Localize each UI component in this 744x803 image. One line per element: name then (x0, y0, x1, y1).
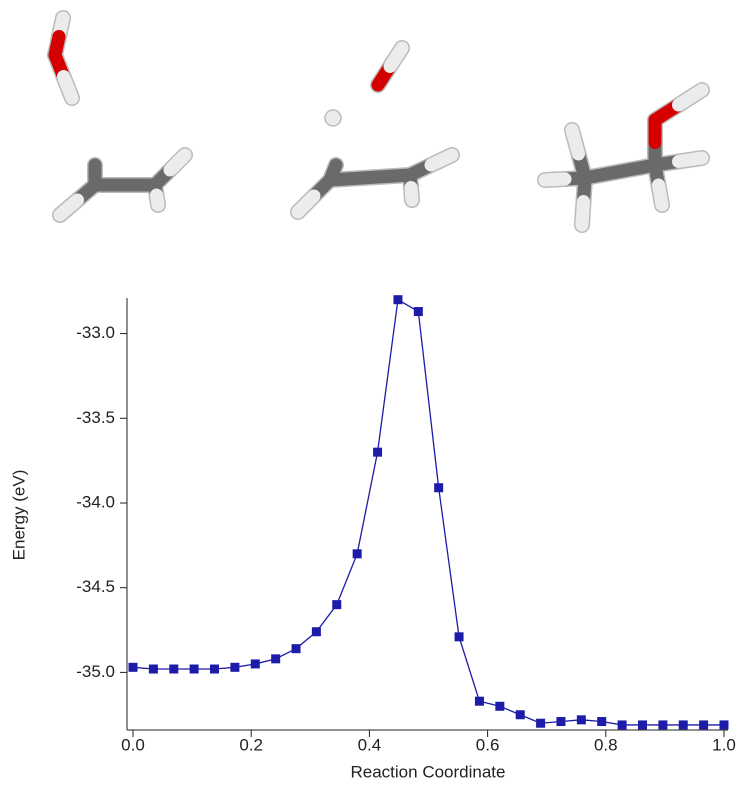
x-axis-title: Reaction Coordinate (351, 762, 506, 781)
data-point (414, 307, 423, 316)
bond-half (157, 195, 159, 205)
data-point (292, 644, 301, 653)
data-point (679, 720, 688, 729)
data-point (271, 654, 280, 663)
x-tick-label: 0.2 (239, 735, 263, 754)
data-point (516, 710, 525, 719)
data-point (353, 549, 362, 558)
data-point (393, 295, 402, 304)
y-tick-label: -33.0 (76, 323, 115, 342)
data-point (210, 665, 219, 674)
data-point (618, 720, 627, 729)
data-point (373, 448, 382, 457)
data-point (434, 483, 443, 492)
bond-half (679, 158, 703, 162)
bond-half (64, 77, 73, 99)
y-tick-label: -33.5 (76, 408, 115, 427)
data-line (133, 300, 724, 725)
data-point (475, 697, 484, 706)
data-point (230, 663, 239, 672)
x-tick-label: 1.0 (712, 735, 736, 754)
x-tick-label: 0.0 (121, 735, 145, 754)
y-tick-label: -34.0 (76, 492, 115, 511)
data-point (495, 702, 504, 711)
data-point (332, 600, 341, 609)
molecule-illustrations (55, 18, 702, 225)
data-point (251, 659, 260, 668)
bond-half (572, 130, 579, 154)
x-tick-label: 0.6 (476, 735, 500, 754)
data-point (597, 717, 606, 726)
data-point (720, 720, 729, 729)
bond-half (659, 185, 663, 205)
data-point (169, 665, 178, 674)
data-point (536, 719, 545, 728)
page: {"chart_data": {"type": "line", "xlabel"… (0, 0, 744, 798)
y-tick-label: -34.5 (76, 577, 115, 596)
y-tick-label: -35.0 (76, 662, 115, 681)
x-tick-label: 0.4 (358, 735, 382, 754)
bond-half (582, 202, 584, 226)
data-point (149, 665, 158, 674)
bond-half (679, 90, 703, 105)
bond-half (411, 188, 412, 201)
y-axis-title: Energy (eV) (9, 470, 28, 561)
data-point (658, 720, 667, 729)
data-point (556, 717, 565, 726)
bond-half (333, 165, 336, 173)
chart: Reaction Coordinate Energy (eV) -35.0 -34… (0, 0, 744, 798)
data-point (699, 720, 708, 729)
bond-half (431, 155, 452, 165)
data-point (129, 663, 138, 672)
hydrogen-atom (325, 110, 341, 126)
data-point (455, 632, 464, 641)
data-point (577, 715, 586, 724)
data-point (190, 665, 199, 674)
data-point (638, 720, 647, 729)
data-point (312, 627, 321, 636)
bond-half (545, 179, 565, 180)
x-tick-label: 0.8 (594, 735, 618, 754)
